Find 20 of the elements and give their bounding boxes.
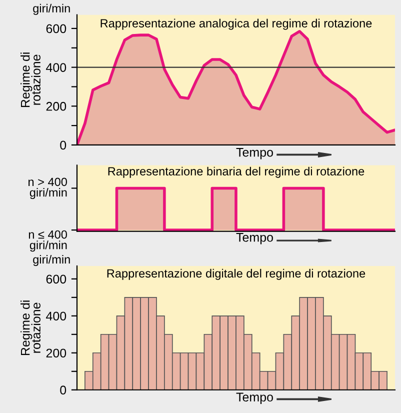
chart-title: Rappresentazione digitale del regime di rotazione [107, 268, 366, 280]
x-axis-title: Tempo [236, 148, 273, 160]
y-tick-label: 0 [60, 386, 66, 395]
text: n ≤ 400 giri/min [28, 230, 67, 252]
y-tick-label: 400 [46, 312, 66, 321]
y-tick-label: 600 [46, 274, 66, 284]
x-axis-title: Tempo [236, 233, 273, 244]
chart-title: Rappresentazione binaria del regime di rotazione [108, 166, 364, 178]
y-axis-title: Regime di rotazione [20, 300, 40, 356]
y-tick-label: 600 [46, 24, 66, 34]
y-tick-label: 0 [60, 140, 66, 150]
y-tick-label: 200 [46, 102, 66, 111]
text: n > 400 giri/min [28, 178, 67, 199]
y-tick-label: 400 [46, 63, 66, 72]
x-axis-title: Tempo [236, 392, 273, 404]
text: giri/min [33, 4, 70, 15]
y-tick-label: 200 [46, 348, 66, 358]
chart-title: Rappresentazione analogica del regime di rotazione [100, 18, 372, 30]
y-axis-title: Regime di rotazione [20, 52, 40, 108]
text: giri/min [33, 254, 70, 266]
